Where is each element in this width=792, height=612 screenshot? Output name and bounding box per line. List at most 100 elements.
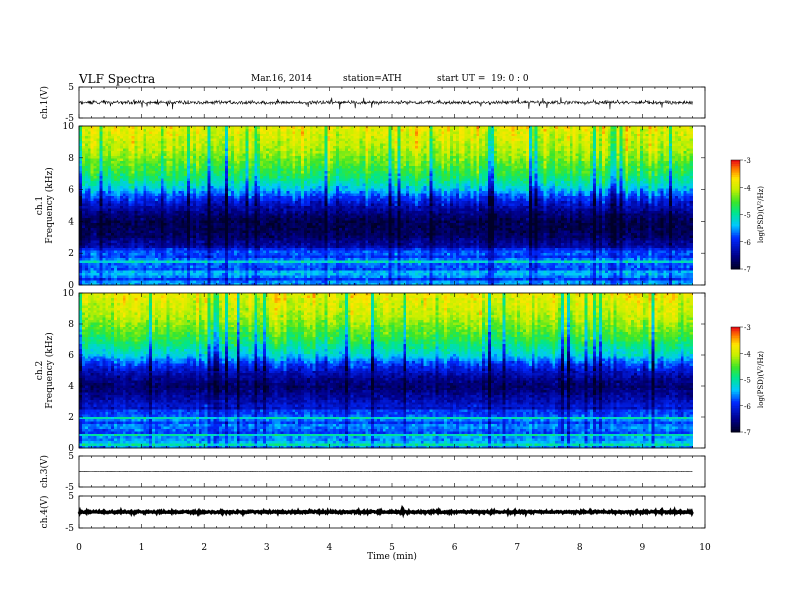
ch1-spectrogram-cell <box>158 228 161 231</box>
ch1-spectrogram-cell <box>307 268 310 271</box>
ch1-spectrogram-cell <box>91 248 94 251</box>
ch1-spectrogram-cell <box>456 270 459 273</box>
ch1-spectrogram-cell <box>619 255 622 258</box>
ch1-spectrogram-cell <box>541 258 544 261</box>
ch1-spectrogram-cell <box>587 258 590 261</box>
ch1-spectrogram-cell <box>614 240 617 243</box>
ch1-spectrogram-cell <box>307 245 310 248</box>
ch1-spectrogram-cell <box>590 260 593 263</box>
ch1-spectrogram-cell <box>278 260 281 263</box>
ch1-spectrogram-cell <box>392 270 395 273</box>
ch1-spectrogram-cell <box>117 228 120 231</box>
ch1-spectrogram-cell <box>663 235 666 238</box>
ch1-spectrogram-cell <box>573 280 576 283</box>
ch1-spectrogram-cell <box>558 233 561 236</box>
ch1-spectrogram-cell <box>625 275 628 278</box>
ch1-spectrogram-cell <box>657 255 660 258</box>
ch1-spectrogram-cell <box>202 250 205 253</box>
ch1-waveform-y-label-line: ch.1(V) <box>39 86 50 119</box>
ch1-spectrogram-cell <box>94 230 97 233</box>
ch1-spectrogram-cell <box>324 250 327 253</box>
ch1-spectrogram-cell <box>611 263 614 266</box>
ch1-spectrogram-cell <box>231 235 234 238</box>
ch1-spectrogram-cell <box>251 230 254 233</box>
ch1-spectrogram-cell <box>114 233 117 236</box>
ch1-spectrogram-cell <box>660 238 663 241</box>
ch1-spectrogram-cell <box>517 265 520 268</box>
ch1-spectrogram-cell <box>286 270 289 273</box>
ch1-spectrogram-cell <box>301 263 304 266</box>
ch1-spectrogram-cell <box>316 248 319 251</box>
ch1-spectrogram-cell <box>164 248 167 251</box>
ch1-spectrogram-cell <box>117 270 120 273</box>
ch1-spectrogram-cell <box>459 273 462 276</box>
ch1-spectrogram-cell <box>126 238 129 241</box>
ch1-spectrogram-cell <box>216 228 219 231</box>
ch1-spectrogram-cell <box>175 280 178 283</box>
ch1-spectrogram-cell <box>465 240 468 243</box>
ch1-spectrogram-cell <box>374 235 377 238</box>
ch1-spectrogram-cell <box>348 280 351 283</box>
ch1-spectrogram-cell <box>292 260 295 263</box>
ch1-spectrogram-cell <box>666 243 669 246</box>
ch1-spectrogram-cell <box>254 260 257 263</box>
ch1-spectrogram-cell <box>614 260 617 263</box>
ch1-spectrogram-cell <box>216 275 219 278</box>
ch1-spectrogram-cell <box>625 273 628 276</box>
ch1-spectrogram-cell <box>549 258 552 261</box>
ch1-spectrogram-cell <box>123 240 126 243</box>
ch1-spectrogram-cell <box>108 270 111 273</box>
ch1-spectrogram-cell <box>155 245 158 248</box>
ch1-spectrogram-cell <box>473 260 476 263</box>
ch1-spectrogram-cell <box>82 245 85 248</box>
ch1-spectrogram-cell <box>506 235 509 238</box>
ch1-spectrogram-cell <box>316 280 319 283</box>
ch1-spectrogram-cell <box>637 263 640 266</box>
ch1-spectrogram-cell <box>260 245 263 248</box>
ch1-spectrogram-cell <box>339 255 342 258</box>
ch1-spectrogram-cell <box>295 255 298 258</box>
ch1-spectrogram-cell <box>424 273 427 276</box>
ch1-spectrogram-cell <box>631 260 634 263</box>
ch1-spectrogram-cell <box>316 243 319 246</box>
ch1-spectrogram-cell <box>199 240 202 243</box>
ch1-spectrogram-cell <box>392 255 395 258</box>
ch1-spectrogram-cell <box>614 275 617 278</box>
ch1-spectrogram-cell <box>383 270 386 273</box>
ch1-spectrogram-cell <box>660 278 663 281</box>
ch1-spectrogram-cell <box>438 260 441 263</box>
ch1-spectrogram-cell <box>657 265 660 268</box>
ch1-spectrogram-cell <box>383 250 386 253</box>
ch1-spectrogram-cell <box>377 258 380 261</box>
ch1-spectrogram-cell <box>196 255 199 258</box>
ch1-spectrogram-cell <box>298 263 301 266</box>
ch1-spectrogram-cell <box>158 265 161 268</box>
ch1-spectrogram-cell <box>374 250 377 253</box>
ch1-spectrogram-cell <box>622 263 625 266</box>
ch1-spectrogram-cell <box>234 253 237 256</box>
ch1-spectrogram-cell <box>541 248 544 251</box>
ch1-spectrogram-cell <box>532 258 535 261</box>
ch1-spectrogram-cell <box>266 235 269 238</box>
ch1-spectrogram-cell <box>216 260 219 263</box>
ch1-spectrogram-cell <box>222 250 225 253</box>
ch1-spectrogram-cell <box>377 243 380 246</box>
ch1-spectrogram-cell <box>278 238 281 241</box>
ch1-spectrogram-cell <box>371 278 374 281</box>
ch1-spectrogram-cell <box>374 280 377 283</box>
ch1-spectrogram-cell <box>254 268 257 271</box>
ch1-spectrogram-cell <box>129 243 132 246</box>
ch1-spectrogram-cell <box>541 265 544 268</box>
ch1-spectrogram-cell <box>172 230 175 233</box>
ch1-spectrogram-cell <box>511 243 514 246</box>
ch1-spectrogram-cell <box>85 233 88 236</box>
ch1-spectrogram-cell <box>149 253 152 256</box>
ch1-spectrogram-cell <box>339 260 342 263</box>
ch1-spectrogram-cell <box>208 263 211 266</box>
ch1-spectrogram-cell <box>336 253 339 256</box>
ch1-spectrogram-cell <box>380 275 383 278</box>
ch1-spectrogram-cell <box>631 230 634 233</box>
ch1-spectrogram-cell <box>421 280 424 283</box>
ch1-spectrogram-cell <box>672 278 675 281</box>
ch1-spectrogram-cell <box>482 238 485 241</box>
